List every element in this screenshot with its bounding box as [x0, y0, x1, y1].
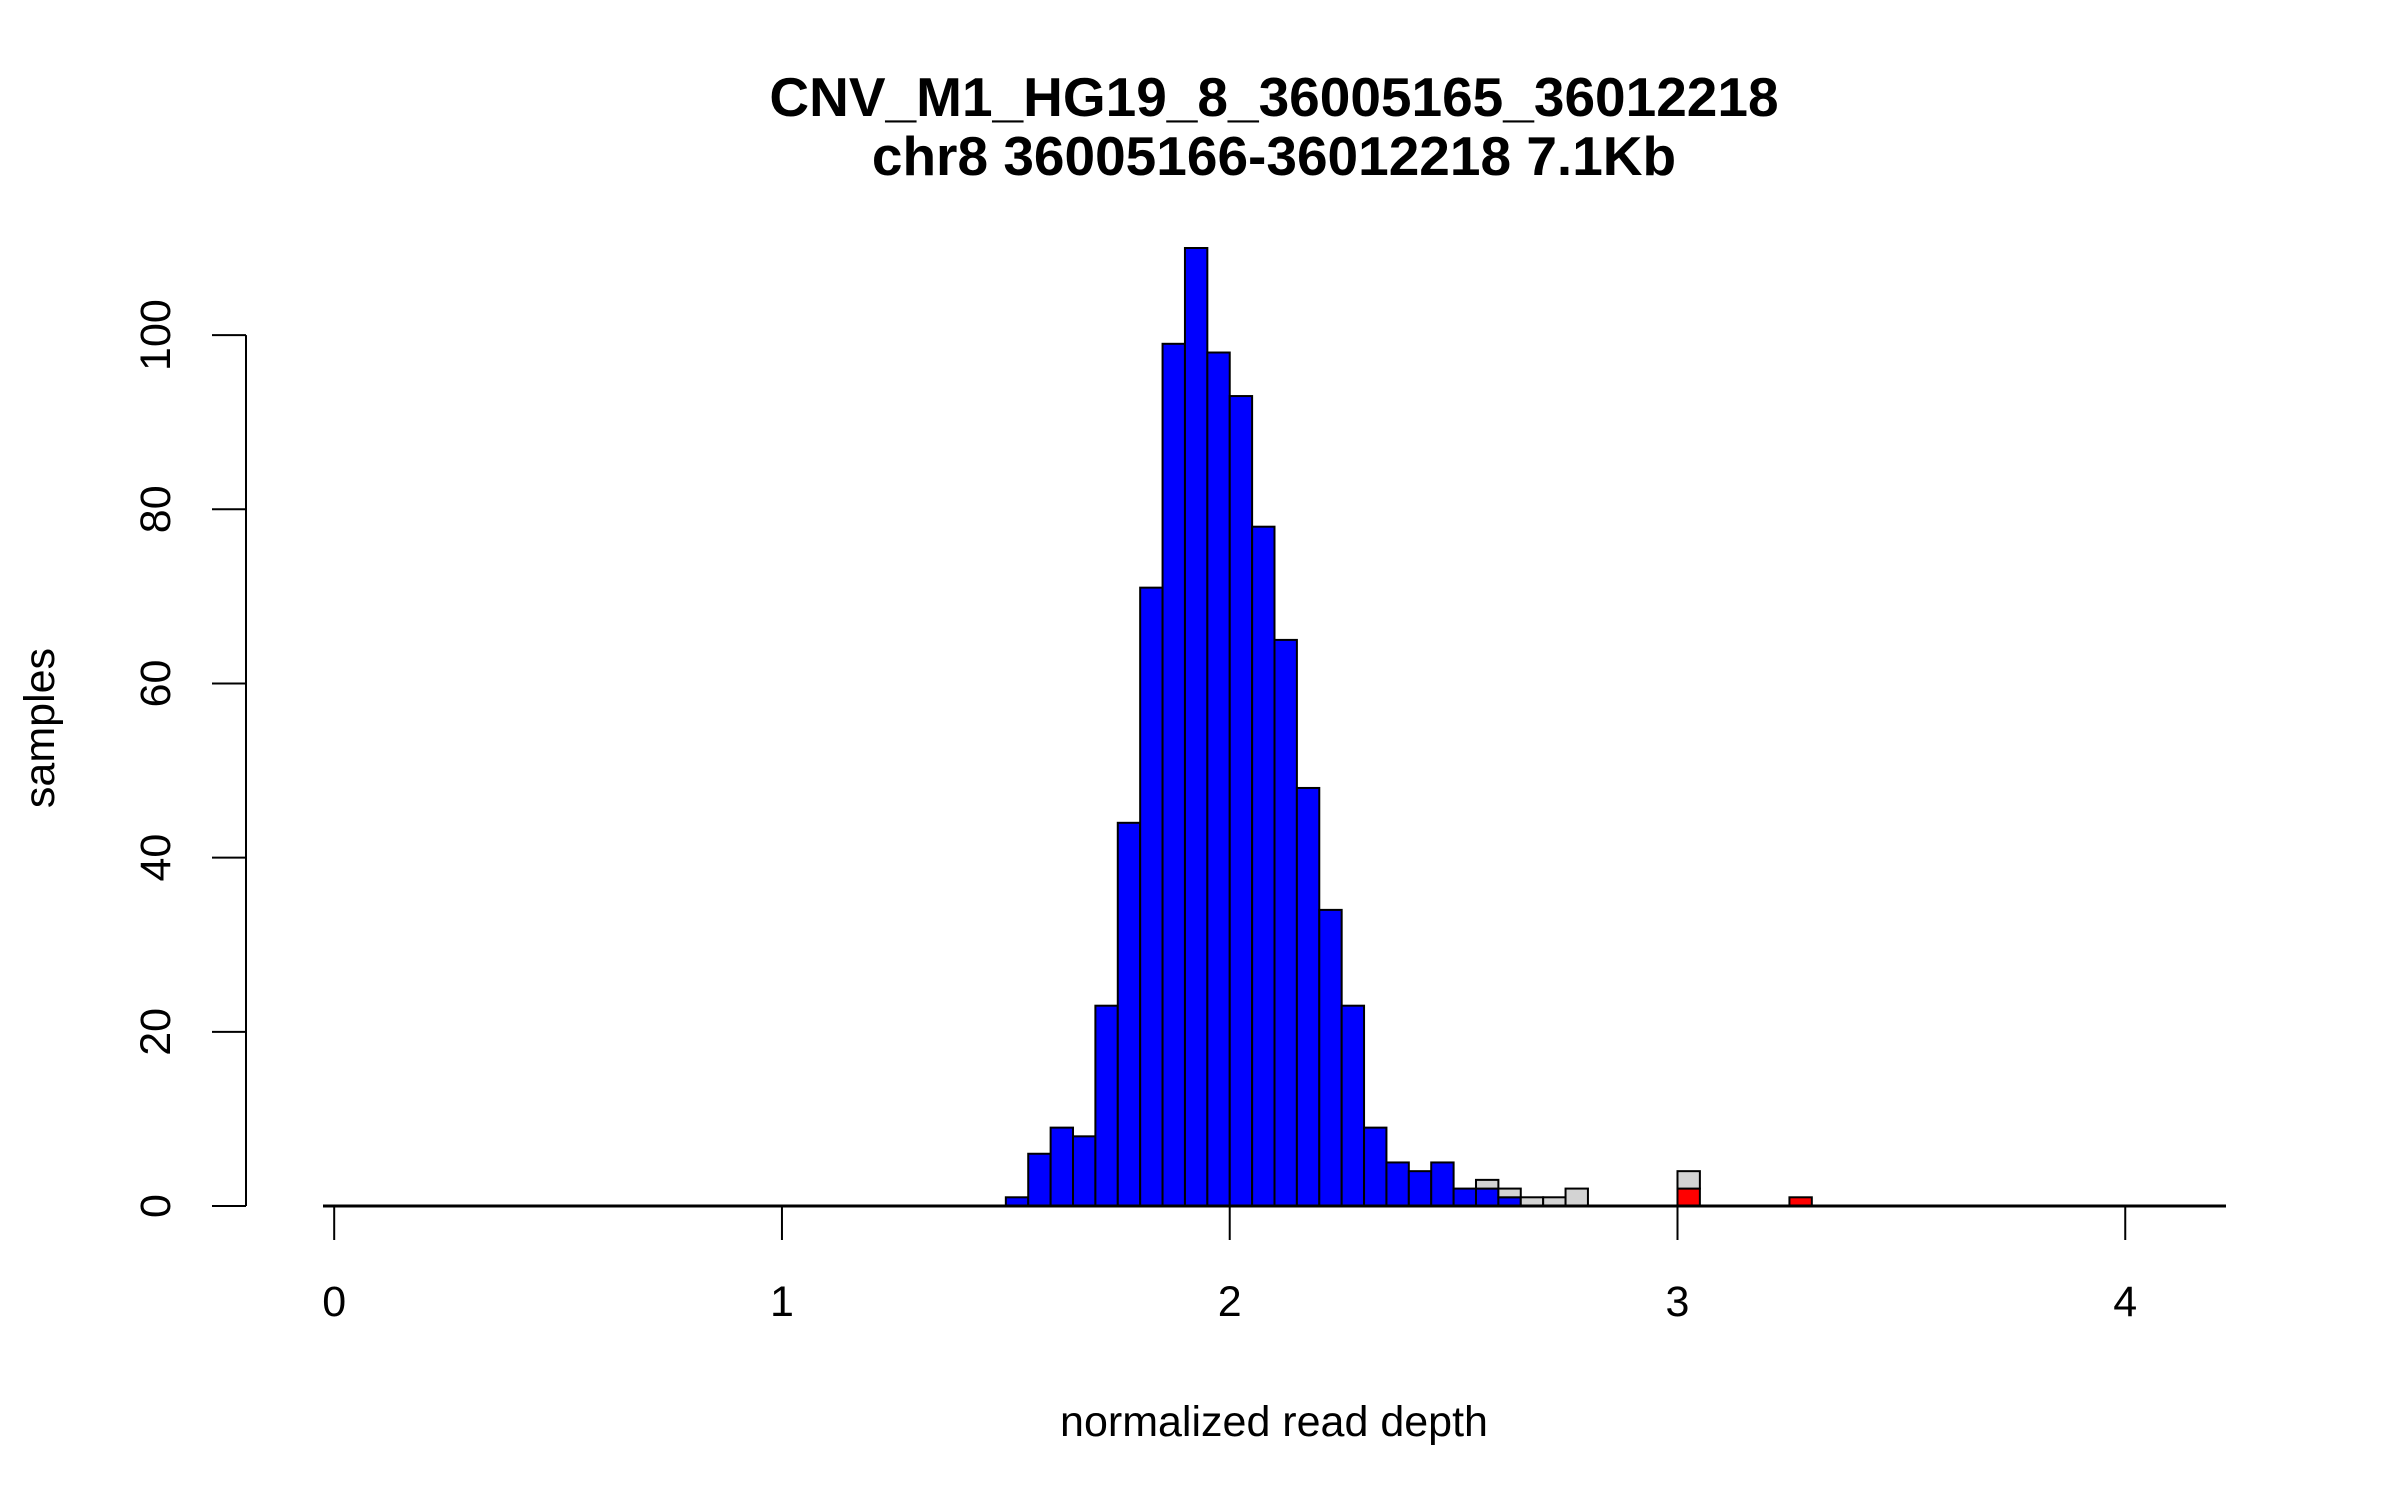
- bar-blue-1.70: [1094, 1004, 1119, 1207]
- bar-blue-2.10: [1273, 638, 1298, 1207]
- chart-subtitle: chr8 36005166-36012218 7.1Kb: [872, 125, 1676, 187]
- bar-blue-1.95: [1206, 351, 1231, 1207]
- y-tick-label-40: 40: [132, 834, 180, 882]
- bar-blue-2.50: [1452, 1187, 1477, 1207]
- x-tick-label-1: 1: [770, 1278, 794, 1326]
- bar-gray-3.00: [1676, 1170, 1701, 1190]
- bar-gray-2.75: [1564, 1187, 1589, 1207]
- y-tick-label-60: 60: [132, 660, 180, 708]
- bar-blue-2.00: [1228, 395, 1254, 1207]
- bar-red-3.00: [1676, 1187, 1701, 1207]
- bar-blue-2.40: [1407, 1170, 1433, 1208]
- bar-blue-2.25: [1340, 1004, 1366, 1207]
- bar-blue-1.90: [1183, 247, 1209, 1207]
- x-tick-label-0: 0: [322, 1278, 346, 1326]
- bar-blue-2.20: [1318, 908, 1343, 1207]
- x-tick-label-3: 3: [1666, 1278, 1690, 1326]
- y-axis: 0 20 40 60 80 100: [132, 299, 247, 1218]
- bar-blue-1.55: [1027, 1152, 1052, 1207]
- bar-blue-2.45: [1430, 1161, 1455, 1207]
- bar-blue-1.60: [1049, 1126, 1075, 1207]
- x-tick-label-2: 2: [1218, 1278, 1242, 1326]
- y-tick-label-0: 0: [132, 1194, 180, 1218]
- x-axis: 0 1 2 3 4: [322, 1205, 2137, 1326]
- y-axis-label: samples: [16, 648, 64, 808]
- bar-blue-2.15: [1295, 786, 1321, 1208]
- bar-gray-2.55: [1474, 1178, 1500, 1190]
- bar-blue-2.05: [1251, 525, 1276, 1207]
- bar-blue-1.80: [1139, 586, 1164, 1207]
- x-axis-label: normalized read depth: [1060, 1398, 1488, 1446]
- bar-blue-1.65: [1072, 1135, 1097, 1207]
- bar-blue-1.75: [1116, 821, 1142, 1207]
- y-tick-label-20: 20: [132, 1008, 180, 1056]
- bar-blue-2.30: [1363, 1126, 1388, 1207]
- bar-blue-1.85: [1161, 342, 1186, 1207]
- bar-blue-2.35: [1385, 1161, 1410, 1207]
- bar-gray-2.60: [1497, 1187, 1522, 1199]
- y-tick-label-100: 100: [132, 299, 180, 371]
- bar-blue-2.55: [1474, 1187, 1500, 1207]
- histogram-bars: [1004, 247, 1813, 1208]
- y-tick-label-80: 80: [132, 485, 180, 533]
- chart-title: CNV_M1_HG19_8_36005165_36012218: [769, 66, 1778, 128]
- x-tick-label-4: 4: [2113, 1278, 2137, 1326]
